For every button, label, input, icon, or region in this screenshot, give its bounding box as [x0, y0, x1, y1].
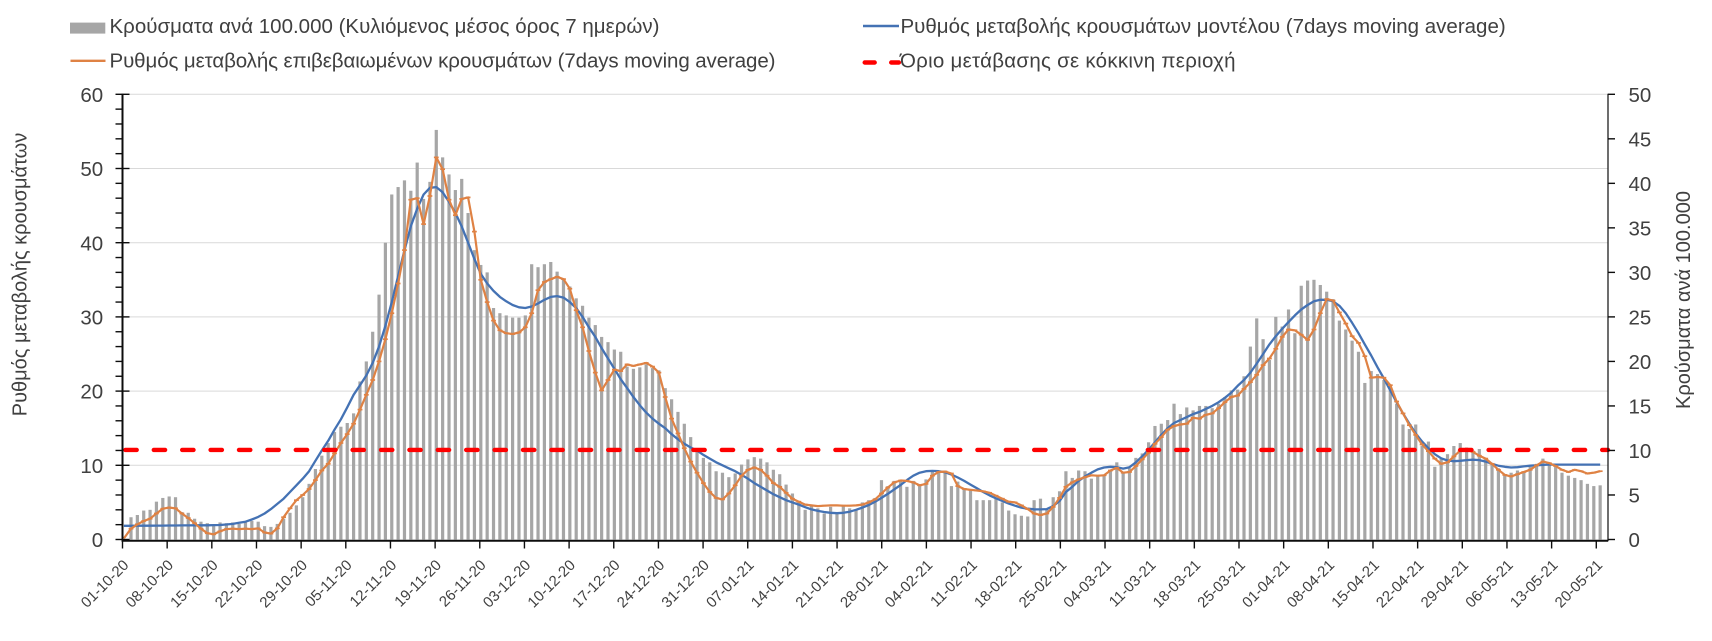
- svg-text:20: 20: [1629, 351, 1652, 374]
- svg-text:20: 20: [80, 381, 103, 404]
- svg-text:0: 0: [92, 529, 103, 552]
- svg-text:10: 10: [80, 455, 103, 478]
- svg-text:5: 5: [1629, 485, 1640, 508]
- svg-text:35: 35: [1629, 217, 1652, 240]
- svg-text:30: 30: [1629, 262, 1652, 285]
- svg-text:0: 0: [1629, 529, 1640, 552]
- svg-text:50: 50: [1629, 84, 1652, 107]
- svg-text:45: 45: [1629, 128, 1652, 151]
- svg-text:40: 40: [80, 232, 103, 255]
- svg-text:Όριο μετάβασης σε κόκκινη περι: Όριο μετάβασης σε κόκκινη περιοχή: [899, 50, 1236, 73]
- svg-text:40: 40: [1629, 173, 1652, 196]
- svg-text:15: 15: [1629, 396, 1652, 419]
- svg-text:Κρούσματα ανά 100.000 (Κυλιόμε: Κρούσματα ανά 100.000 (Κυλιόμενος μέσος …: [110, 15, 660, 38]
- svg-text:Ρυθμός μεταβολής επιβεβαιωμένω: Ρυθμός μεταβολής επιβεβαιωμένων κρουσμάτ…: [110, 50, 776, 73]
- svg-text:25: 25: [1629, 307, 1652, 330]
- svg-text:Ρυθμός μεταβολής κρουσμάτων μο: Ρυθμός μεταβολής κρουσμάτων μοντέλου (7d…: [901, 15, 1506, 38]
- svg-text:60: 60: [80, 84, 103, 107]
- svg-text:50: 50: [80, 158, 103, 181]
- svg-text:10: 10: [1629, 440, 1652, 463]
- svg-text:30: 30: [80, 307, 103, 330]
- svg-text:Κρούσματα ανά 100.000: Κρούσματα ανά 100.000: [1673, 191, 1695, 409]
- svg-text:Ρυθμός μεταβολής κρουσμάτων: Ρυθμός μεταβολής κρουσμάτων: [10, 133, 32, 417]
